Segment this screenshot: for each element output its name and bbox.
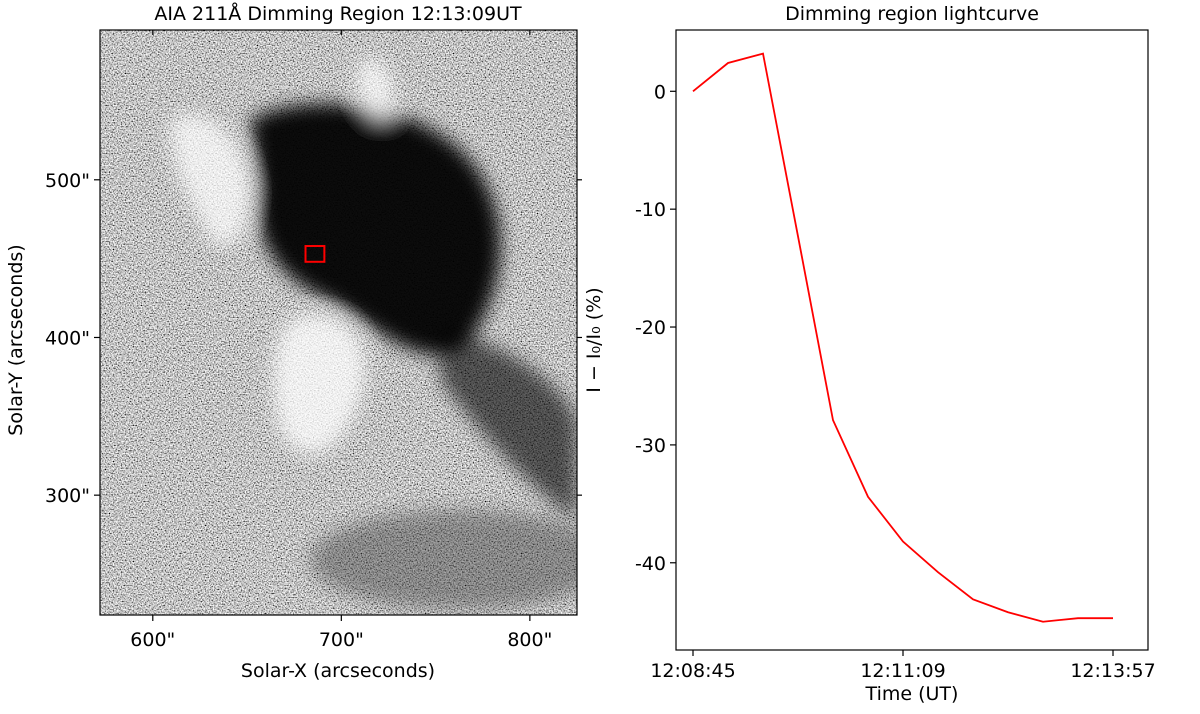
- y-tick-label: 0: [654, 81, 666, 103]
- line-series: [692, 52, 1113, 623]
- plot-frame: [675, 29, 1149, 651]
- y-axis-label: Solar-Y (arcseconds): [5, 244, 27, 435]
- x-tick-label: 600": [130, 629, 175, 651]
- x-tick-label: 800": [507, 629, 552, 651]
- x-axis-label: Solar-X (arcseconds): [241, 660, 435, 682]
- image-title: AIA 211Å Dimming Region 12:13:09UT: [154, 2, 522, 25]
- x-tick-label: 700": [319, 629, 364, 651]
- solar-image: [100, 30, 577, 615]
- y-tick-label: 400": [45, 327, 90, 349]
- y-axis-label: I − I₀/I₀ (%): [583, 287, 605, 392]
- x-tick-label: 12:11:09: [860, 660, 945, 682]
- image-frame: [99, 29, 578, 616]
- y-tick-label: -40: [635, 553, 666, 575]
- region-box: [304, 245, 326, 263]
- y-tick-label: 300": [45, 485, 90, 507]
- y-tick-label: -10: [635, 199, 666, 221]
- x-tick-label: 12:13:57: [1070, 660, 1155, 682]
- y-tick-label: 500": [45, 170, 90, 192]
- plot-title: Dimming region lightcurve: [785, 3, 1039, 25]
- x-axis-label: Time (UT): [865, 683, 959, 705]
- y-tick-label: -20: [635, 317, 666, 339]
- x-tick-label: 12:08:45: [650, 660, 735, 682]
- y-tick-label: -30: [635, 435, 666, 457]
